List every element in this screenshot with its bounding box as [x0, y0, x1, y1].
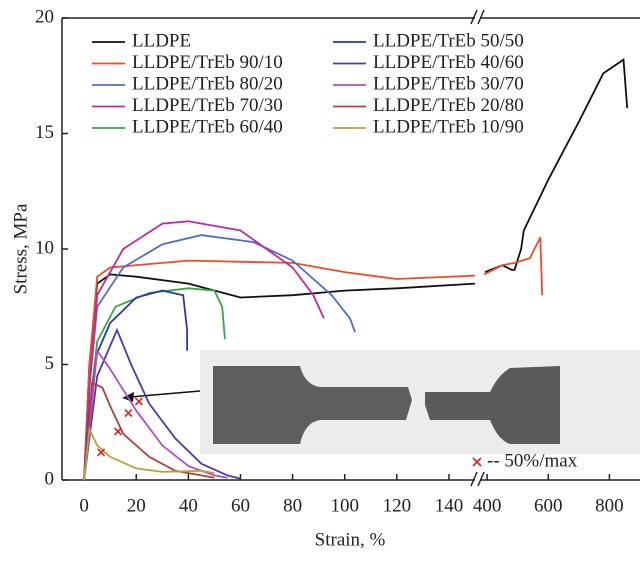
x-tick-label: 600: [534, 495, 563, 516]
x-tick-label: 400: [473, 495, 502, 516]
x-tick-label: 0: [79, 495, 89, 516]
marker: [113, 427, 123, 436]
legend-label: LLDPE/TrEb 50/50: [373, 30, 524, 51]
x-tick-label: 60: [231, 495, 250, 516]
y-tick-label: 10: [35, 237, 54, 258]
x-tick-label: 800: [595, 495, 624, 516]
x-axis-label: Strain, %: [315, 529, 386, 550]
series-line: [83, 425, 215, 481]
arrow: [129, 390, 201, 398]
legend-label: LLDPE: [132, 30, 191, 51]
x-tick-label: 40: [179, 495, 198, 516]
legend-label: LLDPE/TrEb 10/90: [373, 116, 524, 137]
legend-label: LLDPE/TrEb 80/20: [132, 73, 283, 94]
x-tick-label: 20: [127, 495, 146, 516]
marker: [134, 397, 143, 406]
marker: [124, 408, 133, 418]
series-line: [83, 348, 228, 481]
y-tick-label: 15: [35, 122, 54, 143]
marker-label: -- 50%/max: [487, 450, 578, 471]
x-tick-label: 100: [330, 495, 359, 516]
y-axis-label: Stress, MPa: [10, 203, 31, 294]
legend-label: LLDPE/TrEb 30/70: [373, 73, 524, 94]
specimen-photo: [200, 350, 640, 454]
legend-label: LLDPE/TrEb 90/10: [132, 52, 283, 73]
y-tick-label: 0: [45, 468, 55, 489]
marker: [97, 448, 106, 457]
legend-label: LLDPE/TrEb 60/40: [132, 116, 283, 137]
x-tick-label: 140: [435, 495, 464, 516]
series-line: [83, 220, 325, 481]
legend-label: LLDPE/TrEb 40/60: [373, 52, 524, 73]
series-line: [83, 381, 215, 481]
x-tick-label: 80: [283, 495, 302, 516]
series-line: [83, 236, 544, 481]
legend-label: LLDPE/TrEb 70/30: [132, 95, 283, 116]
y-tick-label: 5: [45, 353, 55, 374]
marker-key: [472, 457, 482, 467]
legend-label: LLDPE/TrEb 20/80: [373, 95, 524, 116]
y-tick-label: 20: [35, 6, 54, 27]
x-tick-label: 120: [383, 495, 412, 516]
